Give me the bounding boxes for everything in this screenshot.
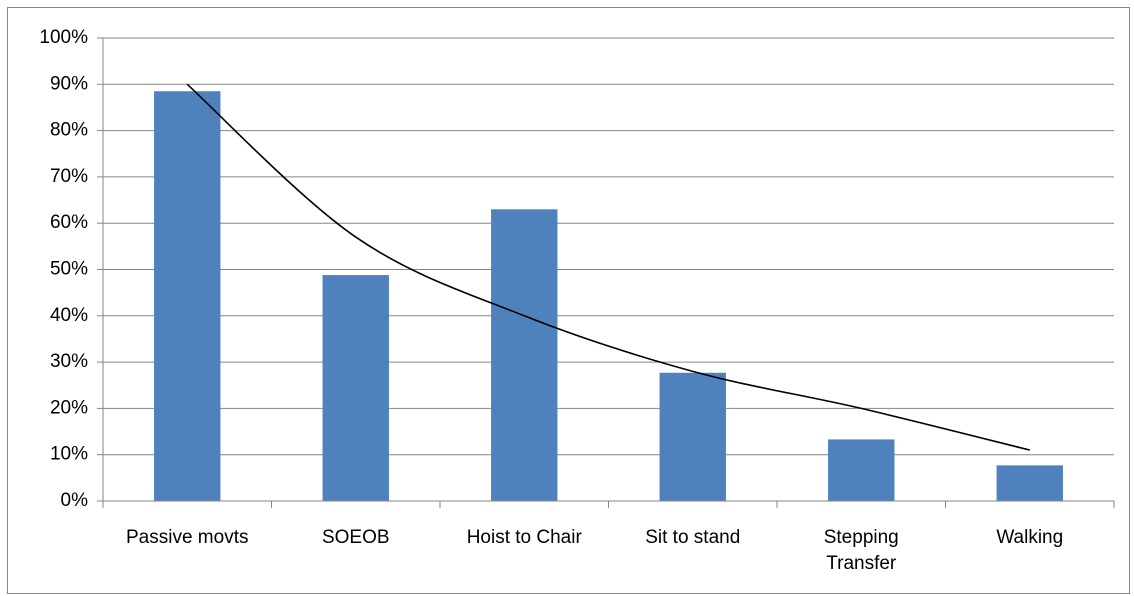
bar xyxy=(996,465,1063,501)
y-tick-label: 70% xyxy=(50,166,88,187)
trendline xyxy=(186,83,1030,451)
bar xyxy=(659,372,726,501)
bar xyxy=(828,439,895,501)
x-tick-label: Passive movts xyxy=(126,527,249,548)
y-tick-label: 50% xyxy=(50,259,88,280)
x-tick-label: SOEOB xyxy=(321,527,390,548)
bar xyxy=(154,91,221,502)
bar xyxy=(491,209,558,501)
y-tick-label: 100% xyxy=(39,27,88,48)
y-tick-label: 20% xyxy=(50,397,88,418)
x-tick-label: Walking xyxy=(996,527,1064,548)
x-tick-label: Sit to stand xyxy=(645,527,741,548)
y-tick-label: 0% xyxy=(61,490,89,511)
y-tick-label: 10% xyxy=(50,444,88,465)
bar xyxy=(322,275,389,501)
y-tick-label: 60% xyxy=(50,212,88,233)
y-tick-label: 40% xyxy=(50,305,88,326)
y-tick-label: 80% xyxy=(50,120,88,141)
x-tick-label: Hoist to Chair xyxy=(466,527,582,548)
x-tick-label: Stepping Transfer xyxy=(823,527,899,574)
y-tick-label: 90% xyxy=(50,73,88,94)
y-tick-label: 30% xyxy=(50,351,88,372)
